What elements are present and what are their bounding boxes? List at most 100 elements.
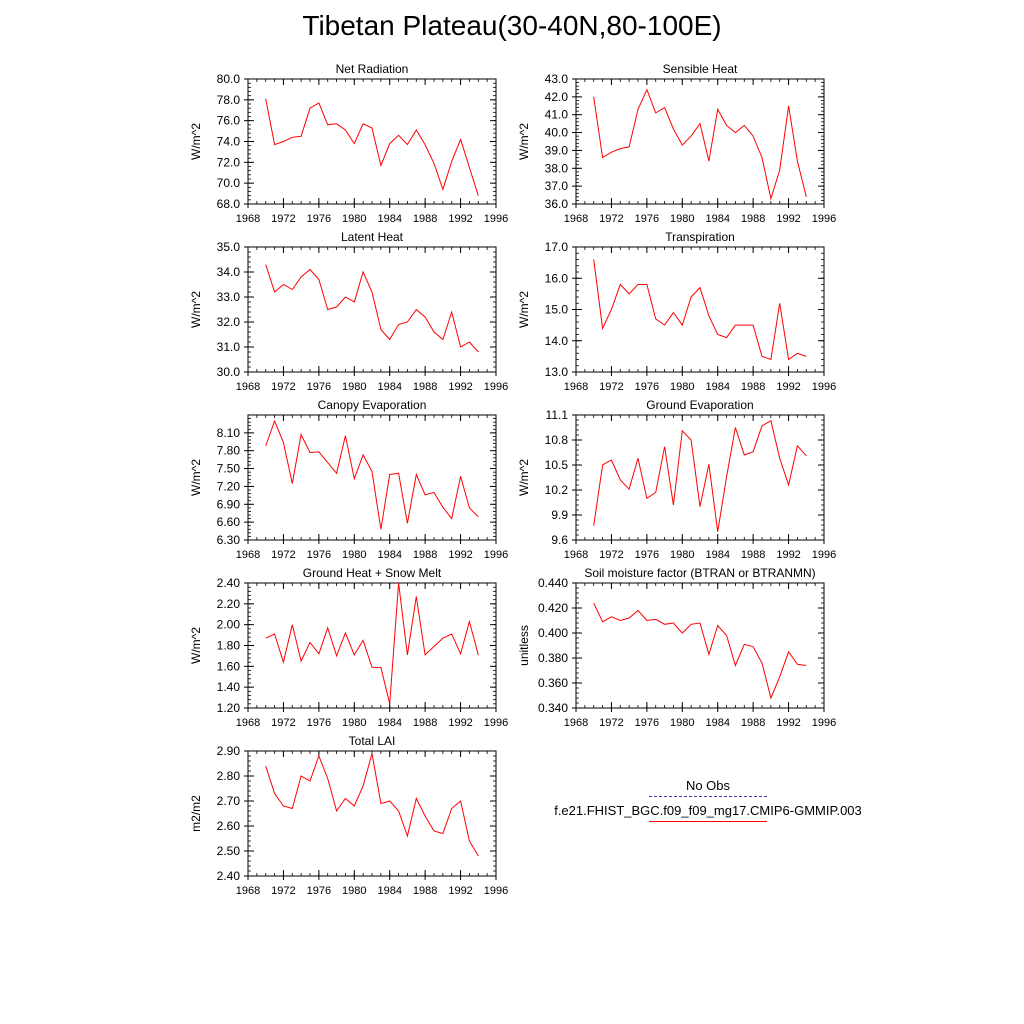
legend-obs-label: No Obs — [685, 778, 731, 793]
x-tick-label: 1976 — [635, 717, 659, 729]
x-tick-label: 1976 — [307, 717, 331, 729]
y-tick-label: 1.40 — [217, 680, 241, 694]
y-tick-label: 10.2 — [545, 483, 569, 497]
x-tick-label: 1992 — [448, 717, 472, 729]
y-tick-label: 1.20 — [217, 701, 241, 715]
x-tick-label: 1980 — [342, 549, 366, 561]
panel-0: Net Radiation 1968 1972 1976 1980 1984 1988 199… — [189, 62, 508, 225]
panel-title: Net Radiation — [336, 62, 409, 76]
panel-5: Ground Evaporation 1968 1972 1976 1980 1984 19… — [517, 398, 836, 561]
y-tick-label: 41.0 — [545, 108, 569, 122]
series-line — [593, 88, 807, 201]
x-tick-label: 1972 — [271, 885, 295, 897]
y-tick-label: 15.0 — [545, 303, 569, 317]
x-tick-label: 1992 — [776, 213, 800, 225]
plot-frame — [247, 246, 497, 373]
y-tick-label: 2.00 — [217, 618, 241, 632]
x-tick-label: 1980 — [670, 549, 694, 561]
x-tick-label: 1988 — [741, 213, 765, 225]
y-tick-label: 2.20 — [217, 597, 241, 611]
plot-frame — [575, 78, 825, 205]
y-tick-label: 68.0 — [217, 197, 241, 211]
x-tick-label: 1984 — [377, 885, 401, 897]
x-tick-label: 1968 — [236, 381, 260, 393]
x-tick-label: 1988 — [741, 381, 765, 393]
x-tick-label: 1972 — [599, 381, 623, 393]
y-tick-label: 43.0 — [545, 72, 569, 86]
x-tick-label: 1972 — [271, 213, 295, 225]
panel-title: Total LAI — [349, 734, 396, 748]
x-tick-label: 1996 — [484, 381, 508, 393]
y-tick-label: 0.440 — [538, 576, 568, 590]
plot-frame — [247, 414, 497, 541]
x-tick-label: 1972 — [599, 717, 623, 729]
x-tick-label: 1972 — [271, 717, 295, 729]
x-tick-label: 1984 — [377, 717, 401, 729]
y-tick-label: 0.380 — [538, 651, 568, 665]
y-tick-label: 10.8 — [545, 433, 569, 447]
plot-frame — [247, 78, 497, 205]
x-tick-label: 1980 — [342, 213, 366, 225]
x-tick-label: 1980 — [342, 885, 366, 897]
y-tick-label: 72.0 — [217, 155, 241, 169]
panel-4: Canopy Evaporation 1968 1972 1976 1980 1984 19… — [189, 398, 508, 561]
panel-title: Soil moisture factor (BTRAN or BTRANMN) — [584, 566, 815, 580]
y-tick-label: 7.50 — [217, 462, 241, 476]
y-axis-label: unitless — [517, 625, 531, 666]
y-tick-label: 40.0 — [545, 126, 569, 140]
x-tick-label: 1988 — [741, 717, 765, 729]
y-tick-label: 9.6 — [551, 533, 568, 547]
plot-frame — [575, 414, 825, 541]
panel-8: Total LAI 1968 1972 1976 1980 1984 1988 1992 199… — [189, 734, 508, 897]
series-line — [265, 98, 479, 196]
x-tick-label: 1988 — [413, 381, 437, 393]
y-tick-label: 6.30 — [217, 533, 241, 547]
x-tick-label: 1968 — [236, 885, 260, 897]
y-tick-label: 33.0 — [217, 290, 241, 304]
y-tick-label: 76.0 — [217, 114, 241, 128]
plot-frame — [575, 582, 825, 709]
y-tick-label: 2.40 — [217, 869, 241, 883]
x-tick-label: 1984 — [705, 381, 729, 393]
y-tick-label: 13.0 — [545, 365, 569, 379]
x-tick-label: 1972 — [271, 381, 295, 393]
legend: No Obs f.e21.FHIST_BGC.f09_f09_mg17.CMIP… — [530, 778, 886, 828]
y-tick-label: 39.0 — [545, 143, 569, 157]
x-tick-label: 1988 — [741, 549, 765, 561]
panel-title: Ground Heat + Snow Melt — [303, 566, 442, 580]
x-tick-label: 1992 — [448, 213, 472, 225]
x-tick-label: 1972 — [599, 213, 623, 225]
y-tick-label: 11.1 — [546, 408, 569, 422]
y-axis-label: W/m^2 — [517, 123, 531, 160]
y-tick-label: 2.80 — [217, 769, 241, 783]
x-tick-label: 1992 — [448, 885, 472, 897]
x-tick-label: 1988 — [413, 549, 437, 561]
x-tick-label: 1976 — [307, 885, 331, 897]
y-tick-label: 0.340 — [538, 701, 568, 715]
y-tick-label: 16.0 — [545, 271, 569, 285]
x-tick-label: 1984 — [705, 549, 729, 561]
x-tick-label: 1980 — [342, 717, 366, 729]
panel-6: Ground Heat + Snow Melt 1968 1972 1976 1980 1… — [189, 566, 508, 729]
y-tick-label: 7.80 — [217, 444, 241, 458]
x-tick-label: 1976 — [635, 381, 659, 393]
x-tick-label: 1972 — [271, 549, 295, 561]
y-tick-label: 31.0 — [217, 340, 241, 354]
x-tick-label: 1968 — [564, 381, 588, 393]
y-tick-label: 2.90 — [217, 744, 241, 758]
x-tick-label: 1988 — [413, 885, 437, 897]
x-tick-label: 1996 — [812, 717, 836, 729]
x-tick-label: 1968 — [564, 213, 588, 225]
y-tick-label: 2.60 — [217, 819, 241, 833]
x-tick-label: 1992 — [448, 549, 472, 561]
x-tick-label: 1988 — [413, 717, 437, 729]
y-tick-label: 0.400 — [538, 626, 568, 640]
series-line — [265, 264, 479, 353]
x-tick-label: 1992 — [776, 549, 800, 561]
y-tick-label: 1.80 — [217, 639, 241, 653]
x-tick-label: 1984 — [705, 213, 729, 225]
y-tick-label: 42.0 — [545, 90, 569, 104]
figure-title: Tibetan Plateau(30-40N,80-100E) — [302, 10, 722, 41]
x-tick-label: 1984 — [377, 549, 401, 561]
